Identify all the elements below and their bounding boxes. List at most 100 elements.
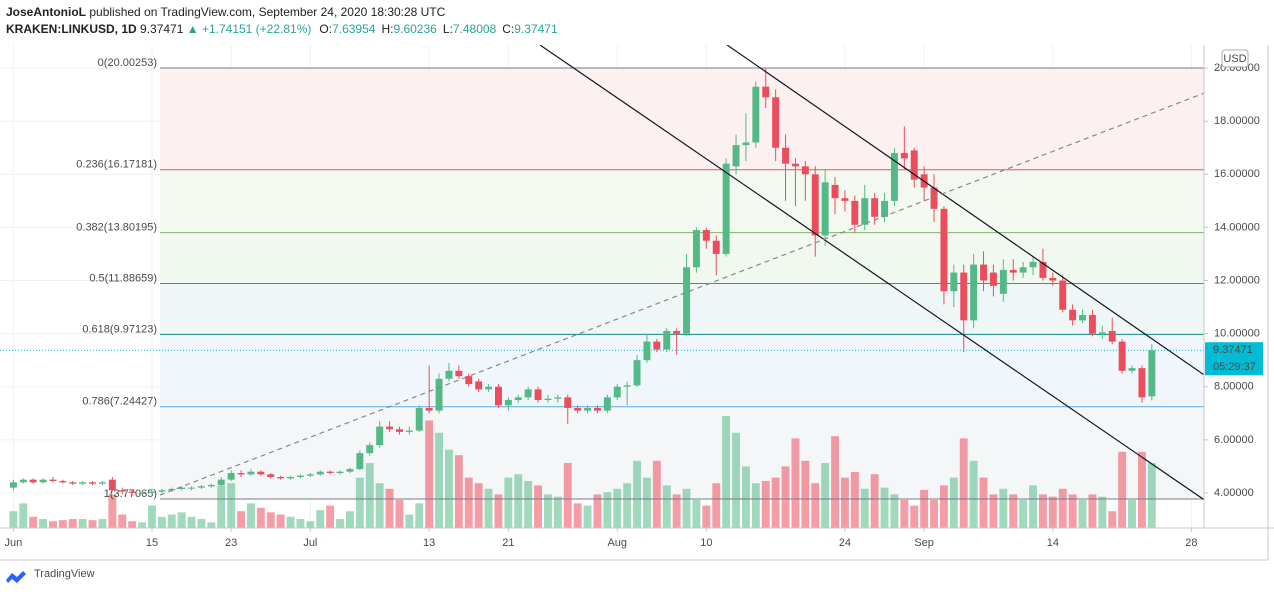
fib-band — [160, 283, 1204, 335]
x-tick-label: 24 — [839, 537, 851, 549]
x-tick-label: 15 — [146, 537, 158, 549]
plot: 0(20.00253) 0.236(16.17181) 0.382(13.80195… — [0, 45, 1204, 528]
x-tick-label: Sep — [914, 537, 934, 549]
candle-body — [980, 264, 987, 281]
y-tick-label: 16.00000 — [1214, 168, 1260, 180]
volume-bar — [920, 489, 929, 528]
candle-body — [395, 429, 403, 432]
volume-bar — [395, 500, 404, 528]
x-tick-label: 28 — [1185, 537, 1197, 549]
price-tag — [1205, 342, 1263, 376]
author: JoseAntonioL — [6, 5, 86, 19]
fib-band — [160, 169, 1204, 233]
volume-bar — [831, 436, 839, 528]
volume-bar — [187, 516, 196, 528]
candle-body — [257, 471, 265, 475]
volume-bar — [1029, 485, 1037, 528]
ohlc-value: 9.37471 — [514, 22, 558, 36]
candle-body — [1148, 350, 1156, 397]
fib-band — [160, 232, 1204, 284]
candle-body — [514, 397, 522, 401]
candle-body — [415, 407, 423, 431]
volume-bar — [761, 480, 770, 528]
candle-body — [475, 381, 483, 390]
volume-bar — [316, 510, 325, 528]
candle-body — [168, 488, 176, 491]
volume-bar — [702, 505, 711, 528]
volume-bar — [207, 522, 216, 528]
candle-body — [287, 477, 295, 479]
fib-label: 0.5(11.88659) — [89, 272, 157, 284]
candle-body — [811, 174, 819, 236]
volume-bar — [801, 460, 810, 528]
candle-body — [841, 198, 849, 201]
candle-body — [465, 376, 473, 385]
currency: USD — [1223, 53, 1246, 65]
volume-bar — [880, 487, 889, 528]
candle-body — [821, 182, 829, 236]
candle-body — [1098, 332, 1106, 334]
volume-bar — [949, 477, 958, 528]
candle-body — [712, 240, 720, 254]
candle-body — [138, 492, 146, 494]
volume-bar — [781, 466, 790, 528]
volume-bar — [771, 477, 780, 528]
volume-bar — [633, 460, 642, 528]
candle-body — [277, 477, 285, 479]
candle-body — [544, 398, 552, 401]
candle-body — [237, 473, 245, 475]
published: published on TradingView.com, September … — [89, 5, 445, 19]
candle-body — [1009, 269, 1017, 273]
volume-bar — [821, 463, 830, 528]
candle-body — [910, 150, 918, 180]
volume-bar — [474, 483, 483, 528]
trendline — [539, 45, 1204, 501]
ohlc-value: 7.63954 — [332, 22, 376, 36]
candle-body — [930, 187, 938, 209]
candle-body — [69, 482, 77, 484]
x-tick-label: Aug — [607, 537, 627, 549]
volume-bar — [425, 420, 434, 528]
volume-bar — [890, 494, 899, 528]
candle-body — [98, 482, 106, 484]
volume-bar — [1108, 511, 1117, 528]
candle-body — [574, 407, 582, 411]
fib-label: 0.236(16.17181) — [76, 159, 157, 171]
volume-bar — [603, 492, 612, 528]
candle-body — [623, 385, 631, 387]
volume-bar — [128, 521, 137, 528]
candle-body — [217, 479, 225, 485]
volume-bar — [88, 520, 97, 528]
volume-bar — [286, 516, 295, 528]
candle-body — [128, 491, 136, 493]
candle-body — [970, 264, 978, 321]
volume-bar — [543, 494, 552, 528]
ohlc-key: L: — [443, 22, 453, 36]
ohlc-value: 7.48008 — [453, 22, 497, 36]
fib-label: 0.618(9.97123) — [82, 323, 157, 335]
fib-label: 0.786(7.24427) — [82, 396, 157, 408]
candle-body — [702, 230, 710, 241]
volume-bar — [524, 480, 533, 528]
x-tick-label: Jun — [4, 537, 22, 549]
candle-body — [861, 198, 869, 225]
volume-bar — [534, 485, 543, 528]
volume-bar — [375, 483, 384, 528]
candle-body — [683, 267, 691, 334]
candle-body — [59, 481, 67, 483]
candle-body — [227, 473, 235, 480]
volume-bar — [514, 474, 523, 528]
volume-bar — [148, 505, 156, 528]
volume-bar — [1019, 500, 1028, 528]
axes: 4.00000 6.00000 8.00000 10.00000 12.00000 14.… — [4, 62, 1263, 549]
ohlc-key: C: — [502, 22, 514, 36]
volume-bar — [860, 488, 869, 528]
volume-bar — [177, 512, 186, 528]
volume-bar — [138, 522, 147, 528]
candle-body — [960, 272, 968, 321]
volume-bar — [68, 519, 77, 528]
volume-bar — [1009, 494, 1018, 528]
volume-bar — [494, 494, 503, 528]
candle-body — [633, 360, 641, 386]
